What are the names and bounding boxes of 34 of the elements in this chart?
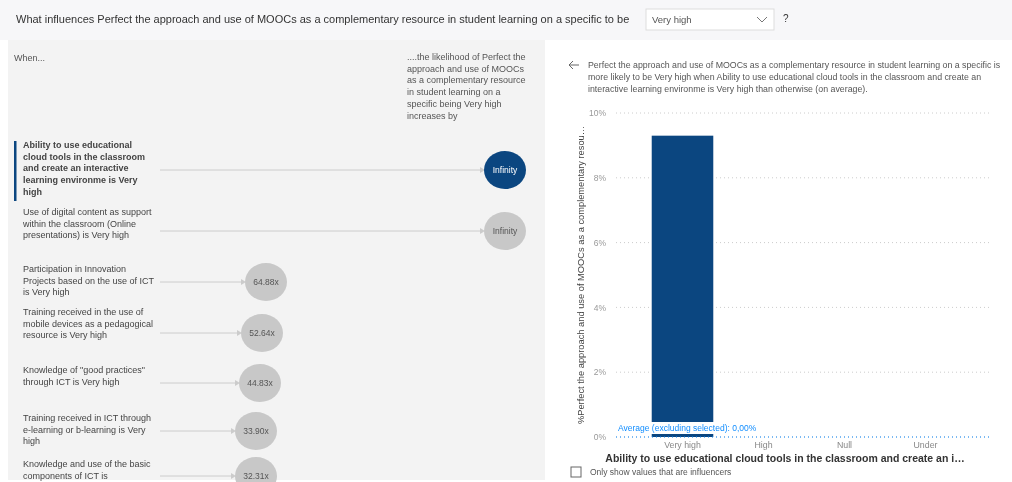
text: Training received in the use of mobile devices as a pedagogical resource is Very high	[23, 307, 154, 341]
x-tick-label: Very high	[664, 440, 701, 451]
x-axis-title: Ability to use educational cloud tools in the classroom and create an i…	[605, 452, 965, 464]
y-tick-label: 8%	[593, 173, 607, 184]
ref-line-label: Average (excluding selected): 0,00%	[618, 423, 757, 433]
text: 44.83x	[247, 378, 274, 388]
x-tick-label: High	[754, 440, 773, 451]
text: ....the likelihood of Perfect the approach and use of MOOCs as a complementary resource in student learning on a specific being Very high increases by	[407, 52, 526, 121]
y-tick-label: 2%	[593, 367, 607, 378]
text: What influences Perfect the approach and use of MOOCs as a complementary resource in student learning on a specific to be	[16, 13, 630, 25]
text: Participation in Innovation Projects based on the use of ICT is Very high	[23, 264, 155, 298]
text: Knowledge of "good practices" through ICT is Very high	[23, 365, 145, 387]
text: Use of digital content as support within the classroom (Online presentations) is Very high	[22, 207, 153, 241]
text: 64.88x	[253, 277, 280, 287]
text: 32.31x	[243, 471, 270, 481]
text: Infinity	[492, 226, 519, 236]
x-tick-label: Under	[913, 440, 938, 451]
text: ?	[783, 13, 789, 24]
text: Only show values that are influencers	[590, 467, 732, 477]
y-tick-label: 0%	[593, 432, 607, 443]
text: Ability to use educational cloud tools in the classroom and create an interactive learning environme is Very high	[23, 140, 146, 197]
text: Training received in ICT through e-learning or b-learning is Very high	[23, 413, 152, 447]
text: Infinity	[492, 165, 519, 175]
text: 33.90x	[243, 426, 270, 436]
y-tick-label: 10%	[588, 108, 607, 119]
text: Knowledge and use of the basic components of ICT is	[23, 459, 152, 481]
y-axis-title: %Perfect the approach and use of MOOCs as a complementary resou…	[576, 125, 586, 425]
chart-title: Perfect the approach and use of MOOCs as a complementary resource in student learning on a specific is more likely to be Very high when Ability to use educational cloud tools in the classroom and create an interactive learning environme is Very high than otherwise (on average).	[588, 60, 1001, 94]
y-tick-label: 6%	[593, 237, 607, 248]
dropdown: Very high	[645, 8, 775, 31]
y-tick-label: 4%	[593, 302, 607, 313]
text: When...	[14, 53, 46, 63]
x-tick-label: Null	[836, 440, 853, 451]
text: 52.64x	[249, 328, 276, 338]
